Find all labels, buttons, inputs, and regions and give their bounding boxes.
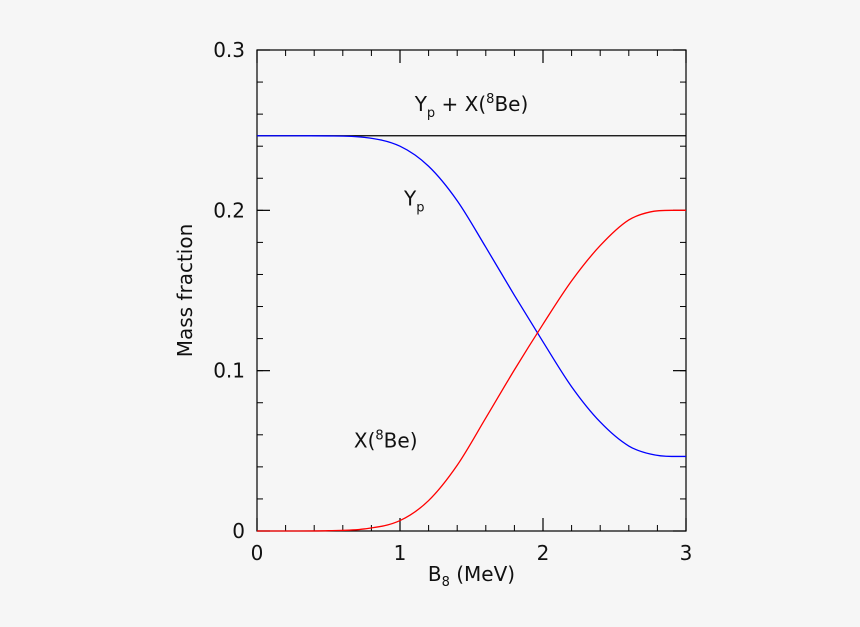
x-tick-label: 3	[680, 541, 693, 565]
series-label-part: Be)	[384, 429, 418, 453]
series-label-part: Y	[403, 187, 417, 211]
series-label-part: Be)	[494, 92, 528, 116]
series-label-part: 8	[486, 92, 494, 107]
y-tick-label: 0.1	[213, 359, 245, 383]
series-label-part: p	[416, 201, 424, 216]
x-tick-label: 1	[394, 541, 407, 565]
minor-ticks	[256, 49, 687, 532]
x-axis-label: B8 (MeV)	[428, 562, 515, 590]
series-label-part: p	[427, 106, 435, 121]
series-label-yp-x-8be: Yp + X(8Be)	[414, 92, 529, 121]
series-line-yp	[256, 135, 686, 458]
y-tick-label: 0.3	[213, 38, 245, 62]
major-ticks	[256, 49, 687, 532]
series-label-part: Y	[414, 92, 428, 116]
series-label-yp: Yp	[403, 187, 424, 216]
x-tick-label: 0	[251, 541, 264, 565]
x-axis-label-subscript: 8	[442, 575, 450, 590]
x-axis-label-main: B	[428, 562, 442, 586]
y-tick-labels: 0 0.1 0.2 0.3	[213, 38, 245, 543]
x-axis-label-rest: (MeV)	[450, 562, 515, 586]
series-label-part: X(	[354, 429, 376, 453]
y-tick-label: 0	[232, 519, 245, 543]
y-axis-label: Mass fraction	[173, 224, 197, 358]
series-label-part: 8	[375, 429, 383, 444]
series-lines	[256, 135, 686, 532]
x-tick-labels: 0 1 2 3	[251, 541, 693, 565]
x-tick-label: 2	[537, 541, 550, 565]
series-label-x-8be: X(8Be)	[354, 429, 418, 453]
series-label-part: + X(	[435, 92, 486, 116]
series-line-x-8be	[257, 209, 686, 532]
plot-frame	[256, 49, 687, 532]
y-tick-label: 0.2	[213, 198, 245, 222]
annotations: Yp + X(8Be)YpX(8Be)	[354, 92, 528, 453]
